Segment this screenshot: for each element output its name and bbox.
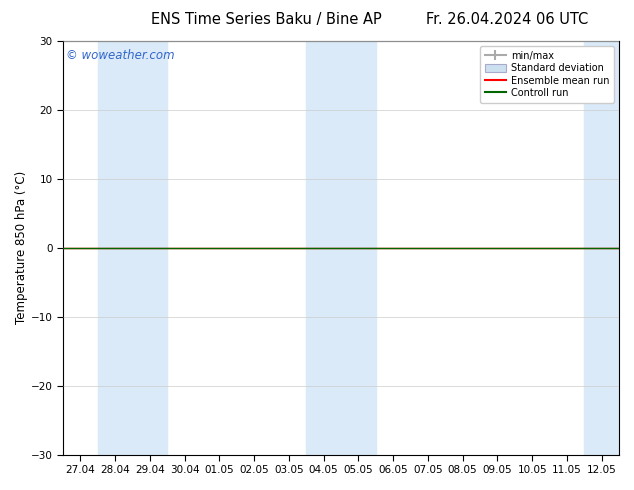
Bar xyxy=(585,41,619,455)
Text: Fr. 26.04.2024 06 UTC: Fr. 26.04.2024 06 UTC xyxy=(426,12,588,27)
Text: ENS Time Series Baku / Bine AP: ENS Time Series Baku / Bine AP xyxy=(151,12,382,27)
Bar xyxy=(98,41,167,455)
Y-axis label: Temperature 850 hPa (°C): Temperature 850 hPa (°C) xyxy=(15,171,28,324)
Text: © woweather.com: © woweather.com xyxy=(66,49,174,62)
Bar xyxy=(306,41,376,455)
Legend: min/max, Standard deviation, Ensemble mean run, Controll run: min/max, Standard deviation, Ensemble me… xyxy=(480,46,614,103)
